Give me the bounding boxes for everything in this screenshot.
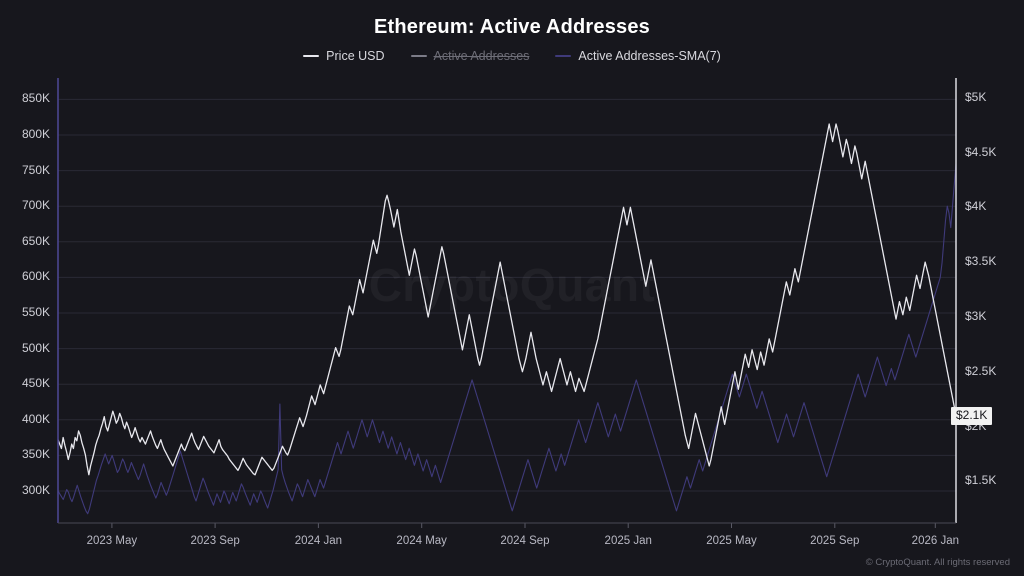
y-axis-left-tick-label: 800K <box>21 126 50 141</box>
x-axis-tick-label: 2025 Jan <box>604 535 652 547</box>
current-price-tag: $2.1K <box>951 406 993 425</box>
y-axis-left-tick-label: 600K <box>21 269 50 284</box>
series-line <box>57 123 957 476</box>
legend-swatch-active-addresses-sma7 <box>555 55 572 57</box>
y-axis-left-tick-label: 700K <box>21 198 50 213</box>
x-axis-tick-label: 2024 Jan <box>294 535 343 547</box>
x-axis-tick-label: 2023 May <box>86 535 138 547</box>
y-axis-left-tick-label: 450K <box>21 376 50 391</box>
series-layer <box>57 123 957 515</box>
y-axis-right-tick-label: $4.5K <box>965 144 997 159</box>
y-axis-right-tick-label: $2.5K <box>965 363 997 378</box>
copyright-footer: © CryptoQuant. All rights reserved <box>865 557 1010 568</box>
y-axis-left-tick-label: 850K <box>21 91 50 106</box>
legend-swatch-active-addresses <box>410 55 427 57</box>
x-axis-tick-label: 2024 May <box>396 535 447 547</box>
y-axis-left-tick-label: 500K <box>21 340 50 355</box>
legend-item-active-addresses-sma7[interactable]: Active Addresses-SMA(7) <box>555 49 721 63</box>
y-axis-right-tick-label: $5K <box>965 89 987 104</box>
y-axis-right-tick-label: $3.5K <box>965 254 997 269</box>
y-axis-left-tick-label: 350K <box>21 447 50 462</box>
x-axis-tick-label: 2024 Sep <box>500 535 550 547</box>
y-axis-left-tick-label: 300K <box>21 482 50 497</box>
chart-legend: Price USD Active Addresses Active Addres… <box>0 49 1024 63</box>
legend-label-active-addresses-sma7: Active Addresses-SMA(7) <box>578 49 721 63</box>
x-axis-tick-label: 2026 Jan <box>911 535 960 547</box>
y-axis-left-tick-label: 400K <box>21 411 50 426</box>
y-axis-left-tick-label: 550K <box>21 304 50 319</box>
legend-label-active-addresses: Active Addresses <box>433 49 530 63</box>
x-axis-tick-label: 2025 May <box>706 535 757 547</box>
x-axis-tick-label: 2025 Sep <box>810 535 860 547</box>
axis-ticks <box>111 523 936 528</box>
legend-item-price-usd[interactable]: Price USD <box>303 49 385 63</box>
x-axis-tick-label: 2023 Sep <box>190 535 240 547</box>
y-axis-right-tick-label: $1.5K <box>965 473 997 488</box>
legend-item-active-addresses[interactable]: Active Addresses <box>410 49 530 63</box>
legend-label-price-usd: Price USD <box>326 49 385 63</box>
y-axis-left-tick-label: 650K <box>21 233 50 248</box>
y-axis-right-tick-label: $3K <box>965 308 987 323</box>
y-axis-right-tick-label: $4K <box>965 199 987 214</box>
gridlines <box>58 98 956 492</box>
series-line <box>57 163 957 515</box>
legend-swatch-price-usd <box>303 55 320 57</box>
y-axis-left-tick-label: 750K <box>21 162 50 177</box>
page-title: Ethereum: Active Addresses <box>373 16 651 38</box>
